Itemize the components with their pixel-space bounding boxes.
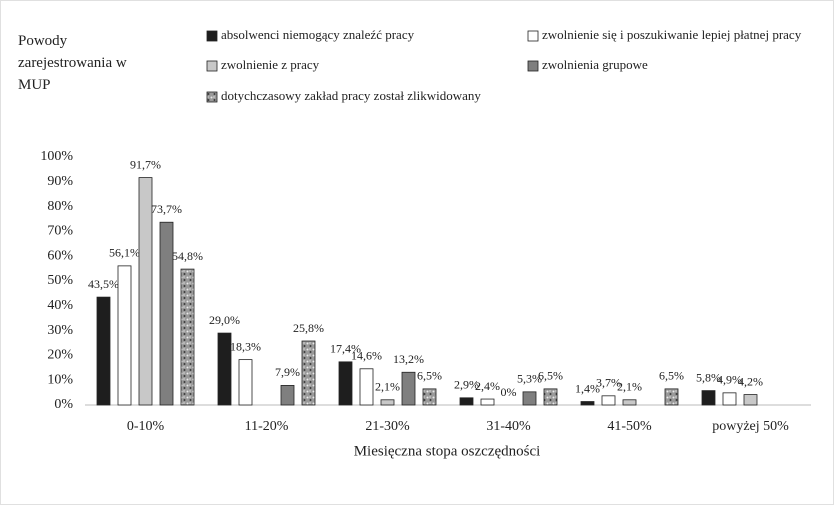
legend-label: dotychczasowy zakład pracy został zlikwi… [221,88,481,103]
y-tick-label: 90% [47,174,73,189]
bar [138,177,153,406]
value-label: 54,8% [172,249,203,263]
legend-label: absolwenci niemogący znaleźć pracy [221,27,415,42]
bar [180,268,195,406]
bar [117,265,132,406]
bar [401,371,416,406]
bar [338,361,353,406]
value-label: 18,3% [230,339,261,353]
value-label: 43,5% [88,277,119,291]
bar [543,388,558,406]
bar [522,391,537,406]
value-label: 2,9% [454,378,479,392]
bar [480,398,495,406]
bar [664,388,679,406]
bar [96,296,111,406]
bar [580,401,595,406]
bar [722,392,737,406]
x-tick-label: 11-20% [245,419,289,434]
y-tick-label: 50% [47,273,73,288]
y-tick-label: 30% [47,323,73,338]
value-label: 91,7% [130,157,161,171]
legend-swatch [527,30,539,42]
bar [280,385,295,406]
value-label: 14,6% [351,349,382,363]
y-tick-label: 40% [47,298,73,313]
bar [238,359,253,406]
x-tick-label: 31-40% [486,419,531,434]
bar [217,332,232,406]
value-label: 13,2% [393,352,424,366]
legend-title: Powody zarejestrowania w MUP [18,33,127,93]
y-tick-label: 20% [47,348,73,363]
value-label: 5,8% [696,370,721,384]
value-label: 17,4% [330,342,361,356]
bar [380,399,395,406]
x-tick-label: 41-50% [607,419,652,434]
value-label: 3,7% [596,376,621,390]
y-tick-label: 60% [47,248,73,263]
value-label: 56,1% [109,246,140,260]
legend-swatch [206,30,218,42]
y-tick-label: 70% [47,224,73,239]
bar [622,399,637,406]
bar [459,397,474,406]
value-label: 6,5% [538,369,563,383]
value-label: 4,9% [717,373,742,387]
value-label: 25,8% [293,321,324,335]
y-tick-label: 0% [54,397,73,412]
legend-swatch [206,60,218,72]
legend-label: zwolnienie się i poszukiwanie lepiej pła… [542,27,802,42]
value-label: 1,4% [575,381,600,395]
x-tick-label: 21-30% [365,419,410,434]
bar [359,368,374,406]
bar [159,221,174,406]
y-tick-label: 80% [47,199,73,214]
value-label: 4,2% [738,374,763,388]
y-tick-label: 10% [47,372,73,387]
value-label: 7,9% [275,365,300,379]
y-tick-label: 100% [40,149,73,164]
bar [743,394,758,406]
value-label: 6,5% [417,369,442,383]
value-label: 29,0% [209,313,240,327]
value-label: 5,3% [517,372,542,386]
bar [301,340,316,406]
bar [601,395,616,406]
value-label: 2,1% [617,380,642,394]
x-tick-label: powyżej 50% [712,419,789,434]
x-axis-label: Miesięczna stopa oszczędności [354,443,541,459]
legend-swatch [206,91,218,103]
legend-label: zwolnienia grupowe [542,57,648,72]
x-tick-label: 0-10% [127,419,165,434]
bar [701,390,716,406]
value-label: 73,7% [151,202,182,216]
value-label: 6,5% [659,369,684,383]
value-label: 2,1% [375,380,400,394]
bar [422,388,437,406]
legend-swatch [527,60,539,72]
value-label: 2,4% [475,379,500,393]
legend-label: zwolnienie z pracy [221,57,320,72]
value-label: 0% [501,385,517,399]
